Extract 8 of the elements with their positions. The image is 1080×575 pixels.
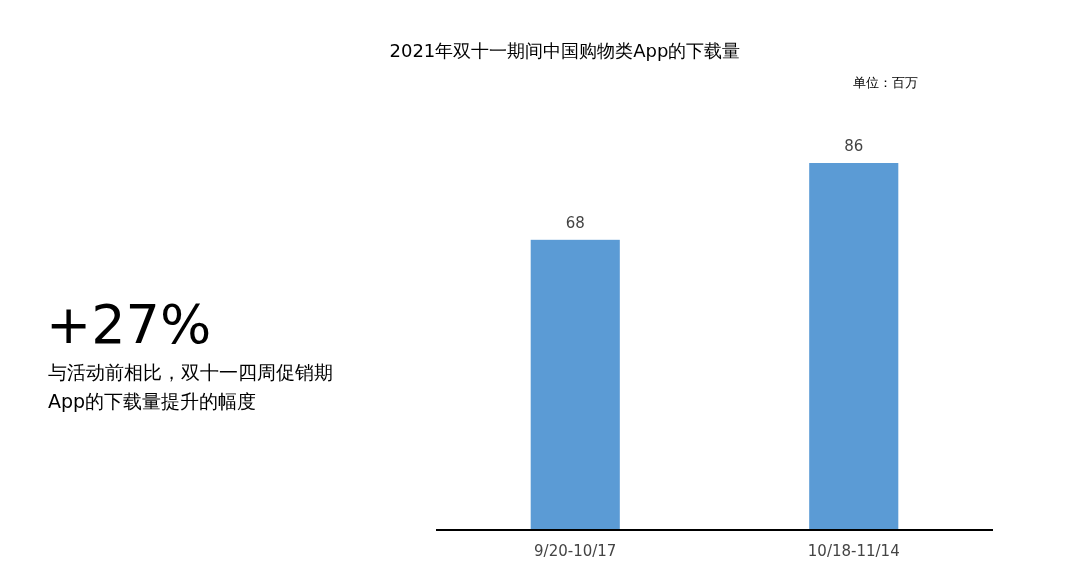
text: 单位：百万 <box>853 75 918 90</box>
data-label: 68 <box>565 213 585 232</box>
chart-title: 2021年双十一期间中国购物类App的下载量 <box>389 40 741 61</box>
text: +27% <box>46 293 212 356</box>
text: 与活动前相比，双十一四周促销期App的下载量提升的幅度 <box>48 361 333 412</box>
data-label: 86 <box>844 137 864 155</box>
x-tick-label: 9/20-10/17 <box>534 542 617 560</box>
x-tick-label: 10/18-11/14 <box>807 542 900 560</box>
